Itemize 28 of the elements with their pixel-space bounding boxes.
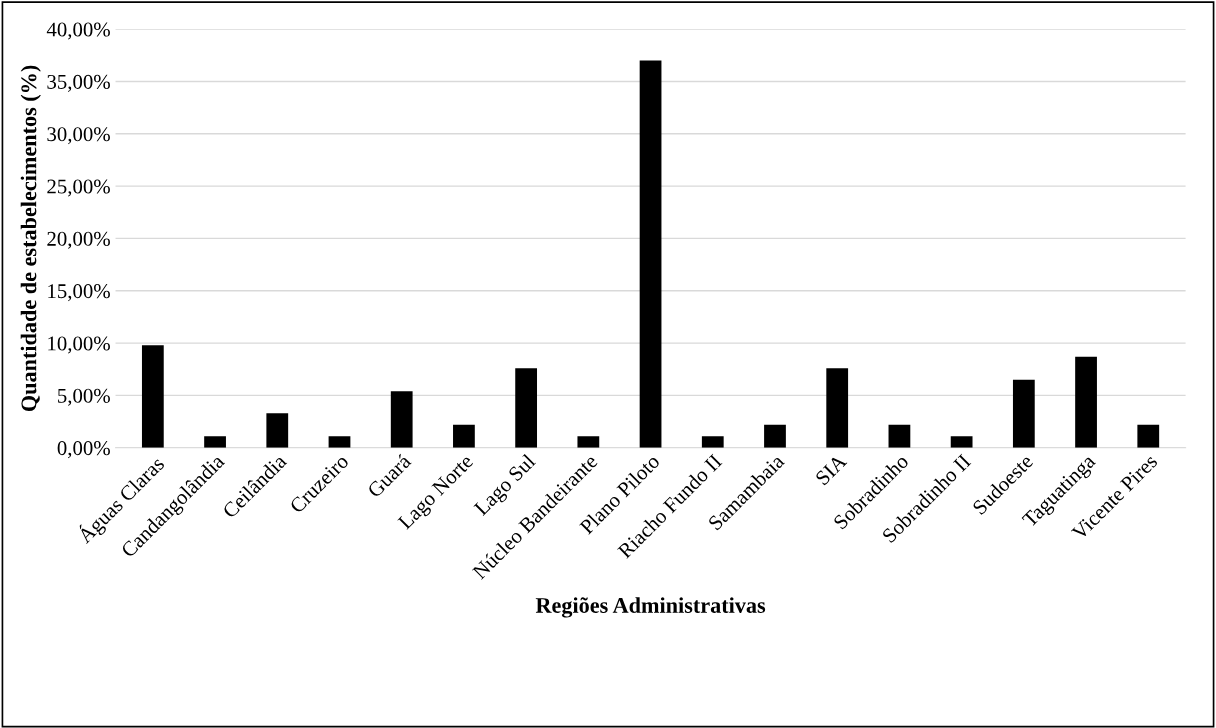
bar	[577, 436, 600, 448]
y-tick-label: 30,00%	[47, 127, 110, 145]
bar	[266, 413, 289, 448]
bar	[701, 436, 724, 448]
bar	[764, 424, 786, 448]
y-tick-label: 40,00%	[46, 22, 110, 40]
bar	[515, 368, 538, 448]
y-tick-label: 20,00%	[47, 231, 110, 249]
y-tick-label: 10,00%	[48, 336, 110, 354]
y-axis-title: Quantidade de estabelecimentos (%)	[20, 65, 41, 412]
bar	[950, 436, 973, 448]
bar	[826, 368, 849, 448]
bar	[390, 391, 413, 448]
bar	[1137, 424, 1160, 448]
bar	[141, 345, 164, 448]
bar	[1012, 379, 1035, 448]
bar	[328, 436, 351, 448]
bar	[639, 60, 662, 448]
x-axis-title: Regiões Administrativas	[535, 597, 766, 618]
bar	[204, 436, 226, 448]
bar	[453, 424, 475, 448]
y-tick-label: 0,00%	[57, 441, 110, 459]
bar	[1075, 356, 1097, 448]
y-tick-label: 35,00%	[47, 74, 110, 92]
y-tick-label: 15,00%	[48, 284, 110, 302]
y-tick-label: 25,00%	[47, 179, 110, 197]
y-tick-label: 5,00%	[58, 388, 110, 406]
bar	[888, 424, 911, 448]
